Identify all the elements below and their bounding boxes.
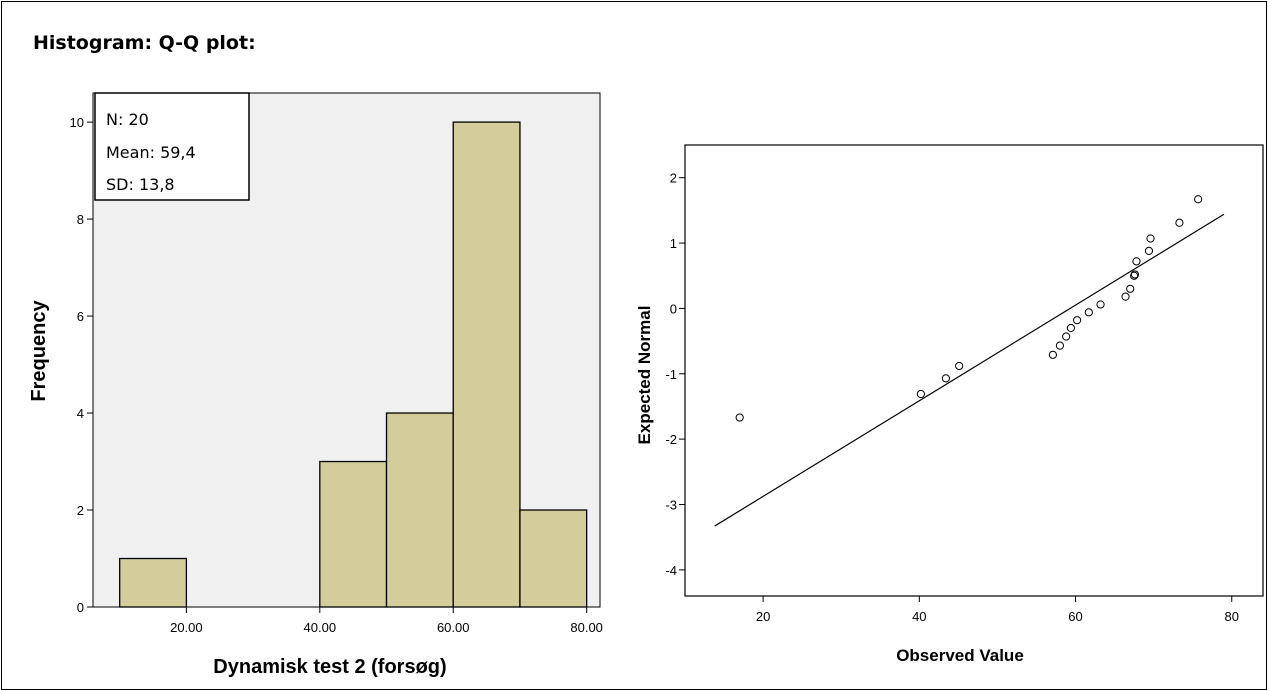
qq-point	[1146, 234, 1155, 243]
histogram-x-axis-label: Dynamisk test 2 (forsøg)	[213, 656, 446, 678]
qq-point	[1121, 292, 1130, 301]
qq-point	[1096, 300, 1105, 309]
qq-plot-area	[684, 144, 1264, 597]
histogram-y-tick-label: 6	[77, 309, 84, 324]
qq-point	[941, 374, 950, 383]
histogram-bar	[452, 121, 521, 608]
histogram-bar	[385, 412, 454, 608]
qq-point	[1130, 271, 1139, 280]
histogram-y-tick-label: 8	[77, 212, 84, 227]
qq-x-tick-label: 80	[1225, 609, 1239, 624]
qq-fit-line	[714, 213, 1225, 527]
histogram-y-tick-label: 2	[77, 503, 84, 518]
qq-y-tick-label: -3	[665, 497, 677, 512]
qq-x-tick-label: 20	[756, 609, 770, 624]
histogram-x-tick-label: 40.00	[304, 620, 337, 635]
qq-y-tick-label: -2	[665, 432, 677, 447]
page-title: Histogram: Q-Q plot:	[33, 32, 256, 54]
qq-plot-chart: -4 -3 -2 -1 0 1 2 20 40 60 80 Observed Value Expec…	[635, 144, 1264, 665]
qq-y-tick-label: -1	[665, 367, 677, 382]
histogram-x-tick-label: 80.00	[570, 620, 603, 635]
histogram-x-tick-label: 60.00	[437, 620, 470, 635]
histogram-bars	[119, 121, 588, 608]
qq-point	[1073, 316, 1082, 325]
histogram-y-axis-label: Frequency	[28, 300, 50, 402]
histogram-x-tick-label: 20.00	[170, 620, 203, 635]
histogram-y-tick-label: 10	[70, 115, 84, 130]
qq-point	[916, 389, 925, 399]
qq-y-axis-label: Expected Normal	[635, 306, 654, 445]
stats-sd: SD: 13,8	[106, 175, 175, 194]
histogram-stats-box: N: 20 Mean: 59,4 SD: 13,8	[94, 92, 250, 201]
qq-y-tick-label: 1	[670, 236, 677, 251]
qq-x-tick-label: 60	[1068, 609, 1082, 624]
histogram-axes: 0 2 4 6 8 10 20.00 40.00 60.00 80.00	[70, 115, 603, 635]
histogram-bar	[519, 509, 588, 608]
qq-point	[1055, 341, 1065, 350]
qq-point	[735, 413, 744, 422]
qq-y-tick-label: 2	[670, 171, 677, 186]
qq-point	[1048, 350, 1057, 359]
qq-point	[1066, 323, 1075, 333]
qq-point	[955, 361, 964, 371]
stats-n: N: 20	[106, 110, 149, 129]
qq-point	[1084, 308, 1093, 317]
qq-axes: -4 -3 -2 -1 0 1 2 20 40 60 80	[665, 171, 1239, 624]
qq-point	[1132, 257, 1141, 266]
histogram-bar	[319, 460, 388, 608]
histogram-bar	[119, 557, 188, 608]
qq-y-tick-label: 0	[670, 301, 677, 316]
qq-points	[735, 195, 1203, 422]
qq-point	[1130, 270, 1140, 279]
qq-point	[1194, 195, 1203, 204]
qq-point	[1175, 218, 1184, 227]
qq-point	[1126, 284, 1135, 293]
qq-y-tick-label: -4	[665, 563, 677, 578]
histogram-y-tick-label: 0	[77, 600, 84, 615]
qq-reference-line	[714, 213, 1225, 527]
qq-x-axis-label: Observed Value	[896, 646, 1024, 665]
stats-mean: Mean: 59,4	[106, 143, 196, 162]
qq-plot-background	[684, 144, 1264, 597]
qq-point	[1062, 332, 1071, 341]
histogram-y-tick-label: 4	[77, 406, 84, 421]
qq-point	[1144, 246, 1154, 255]
qq-x-tick-label: 40	[912, 609, 926, 624]
histogram-chart: 0 2 4 6 8 10 20.00 40.00 60.00 80.00 N: 20 Mean: …	[28, 92, 603, 678]
